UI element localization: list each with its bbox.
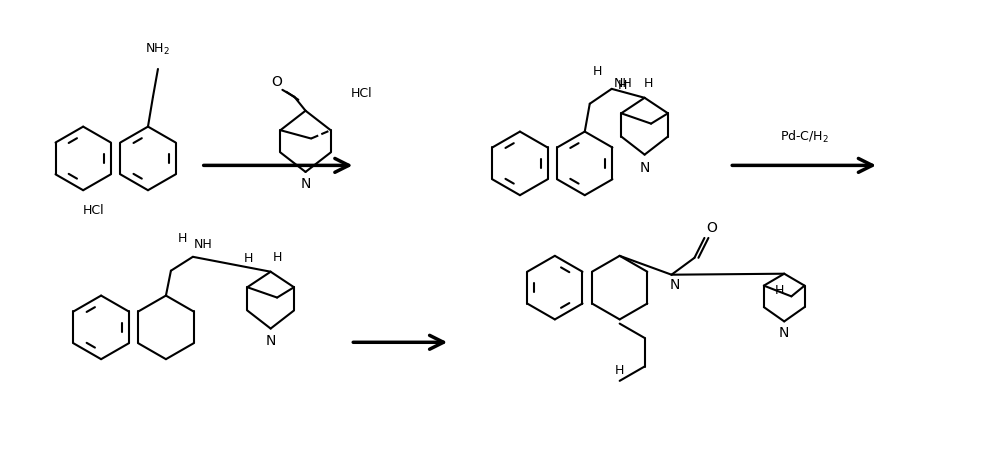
Text: H: H xyxy=(593,65,602,78)
Text: H: H xyxy=(775,284,784,297)
Text: NH$_2$: NH$_2$ xyxy=(145,42,170,57)
Text: O: O xyxy=(271,75,282,89)
Text: N: N xyxy=(265,334,276,348)
Text: NH: NH xyxy=(194,238,213,251)
Text: H: H xyxy=(244,252,253,265)
Text: HCl: HCl xyxy=(82,203,104,217)
Text: N: N xyxy=(300,177,311,191)
Text: HCl: HCl xyxy=(350,87,372,100)
Text: NH: NH xyxy=(614,77,632,91)
Text: Pd-C/H$_2$: Pd-C/H$_2$ xyxy=(780,130,829,145)
Text: N: N xyxy=(779,326,789,340)
Text: H: H xyxy=(618,79,627,92)
Text: N: N xyxy=(639,160,650,174)
Text: H: H xyxy=(178,232,188,246)
Text: H: H xyxy=(615,364,624,376)
Text: N: N xyxy=(669,278,680,292)
Text: H: H xyxy=(644,77,653,91)
Text: H: H xyxy=(273,251,282,264)
Text: O: O xyxy=(706,221,717,235)
